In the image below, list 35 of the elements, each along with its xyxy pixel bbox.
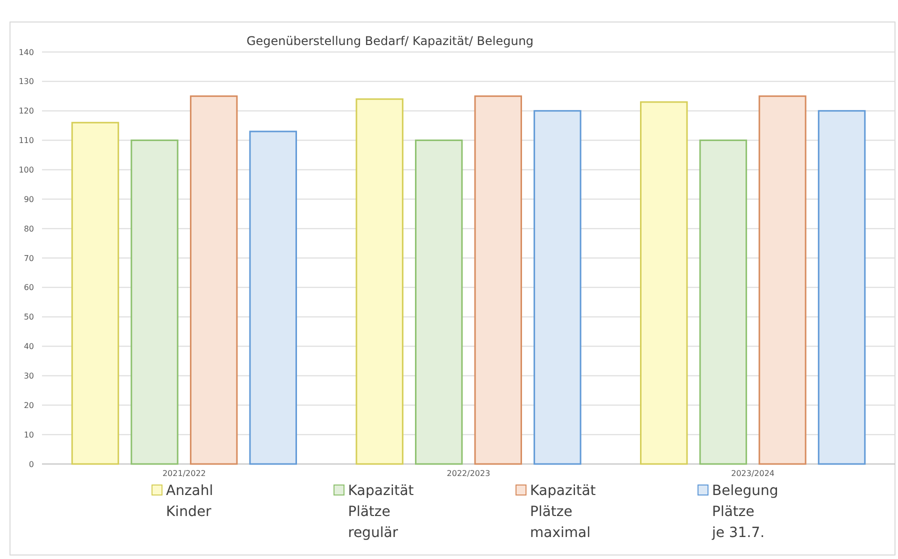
y-tick-label: 10 <box>24 430 34 440</box>
y-tick-label: 30 <box>24 372 34 381</box>
bar <box>699 140 748 465</box>
y-tick-label: 90 <box>24 194 34 204</box>
bar <box>414 140 463 465</box>
bar <box>818 110 866 465</box>
y-tick-label: 130 <box>18 77 34 86</box>
legend-label: Anzahl Kinder <box>166 483 214 520</box>
bar <box>190 95 238 465</box>
y-tick-label: 20 <box>24 400 34 410</box>
bar <box>474 95 522 465</box>
bar <box>71 122 120 465</box>
legend-label: Kapazität Plätze maximal <box>530 483 596 541</box>
x-tick-label: 2023/2024 <box>731 469 775 478</box>
y-tick-label: 0 <box>28 460 34 469</box>
legend-label: Belegung Plätze je 31.7. <box>711 483 778 541</box>
y-tick-label: 60 <box>24 283 34 292</box>
y-tick-label: 40 <box>24 342 34 352</box>
y-tick-label: 70 <box>24 254 34 263</box>
bar <box>130 140 178 465</box>
bar <box>640 101 688 465</box>
y-tick-label: 120 <box>18 106 34 116</box>
y-tick-label: 140 <box>18 48 34 57</box>
y-tick-label: 80 <box>24 224 34 234</box>
legend-label: Kapazität Plätze regulär <box>348 483 414 541</box>
y-tick-label: 50 <box>24 312 34 322</box>
bar <box>534 110 582 465</box>
y-tick-label: 100 <box>18 166 34 175</box>
chart-title: Gegenüberstellung Bedarf/ Kapazität/ Belegung <box>246 34 534 48</box>
y-tick-label: 110 <box>18 136 34 146</box>
x-tick-label: 2021/2022 <box>162 469 206 478</box>
x-tick-label: 2022/2023 <box>446 469 490 478</box>
bar <box>249 130 297 465</box>
bar <box>356 98 404 465</box>
bar <box>758 95 806 465</box>
